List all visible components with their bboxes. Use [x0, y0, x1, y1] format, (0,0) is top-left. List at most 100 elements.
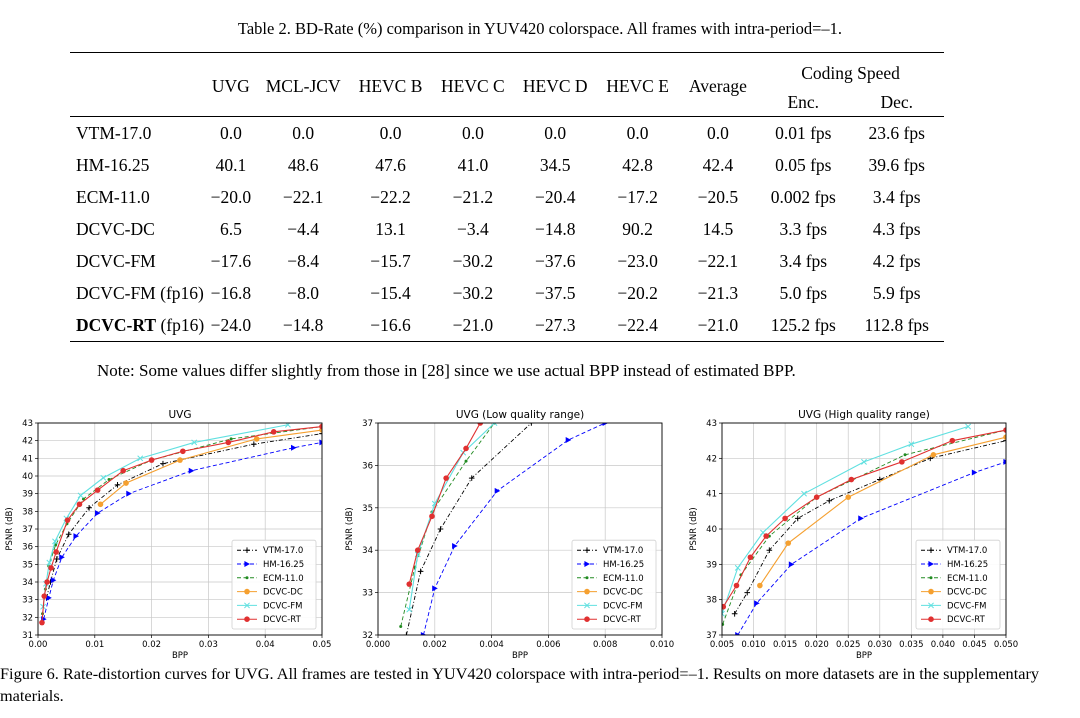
method-name: HM-16.25	[76, 154, 150, 175]
series-line-dcvc-rt	[408, 423, 481, 585]
series-layer	[39, 423, 322, 626]
cell-uvg: −24.0	[204, 309, 257, 342]
cell-hevc-c: −30.2	[452, 282, 494, 303]
cell-enc: 3.4 fps	[779, 250, 828, 271]
cell-hevc-d: −37.6	[534, 250, 576, 271]
data-point	[46, 594, 52, 601]
cell-hevc-b: −22.2	[370, 186, 411, 207]
data-point	[908, 441, 915, 448]
data-point	[319, 423, 322, 430]
legend-marker	[245, 576, 249, 580]
rd-chart-uvg: UVG 0.00 0.01 0.02 0.03 0.04 0.05 31 32 33 34 35 36 3…	[5, 409, 331, 661]
x-tick-label: 0.03	[199, 640, 218, 650]
y-tick-label: 34	[362, 546, 373, 556]
x-tick-label: 0.008	[593, 640, 617, 650]
y-tick-label: 43	[22, 419, 33, 429]
data-point	[46, 559, 53, 566]
cell-enc: 0.01 fps	[757, 116, 850, 149]
cell-hevc-c: −21.2	[452, 186, 494, 207]
legend-label: DCVC-DC	[603, 588, 643, 598]
x-axis-label: BPP	[512, 651, 528, 661]
legend-marker	[584, 588, 590, 595]
data-point	[251, 441, 257, 447]
data-point	[160, 460, 166, 467]
table-row: DCVC-RT (fp16) −24.0 −14.8 −16.6 −21.0 −27.3−…	[70, 309, 944, 342]
cell-hevc-d: 34.5	[539, 154, 571, 175]
chart-title: UVG	[168, 409, 191, 421]
data-point	[899, 459, 905, 465]
method-cell: ECM-11.0	[70, 181, 205, 213]
data-point	[229, 437, 233, 441]
cell-mcl-jcv: 0.0	[256, 116, 350, 149]
cell-hevc-c: −30.2	[452, 250, 494, 271]
plot-frame	[377, 422, 663, 636]
plot-frame	[721, 422, 1007, 636]
data-point	[722, 610, 725, 617]
method-cell: VTM-17.0	[70, 116, 205, 149]
chart-title: UVG (Low quality range)	[456, 409, 584, 421]
data-point	[848, 476, 855, 483]
legend-marker	[928, 616, 934, 622]
series-line-hm-16.25	[43, 441, 322, 620]
legend-label: ECM-11.0	[947, 574, 988, 584]
series-line-hm-16.25	[423, 423, 606, 635]
data-point	[95, 510, 101, 517]
method-cell: HM-16.25	[70, 149, 205, 181]
data-point	[782, 515, 788, 522]
data-point	[565, 436, 572, 443]
x-tick-label: 0.035	[899, 640, 923, 650]
cell-uvg: 0.0	[204, 116, 257, 149]
cell-hevc-d: −27.3	[514, 309, 597, 342]
method-name: DCVC-RT	[76, 314, 157, 335]
cell-hevc-c: −21.0	[431, 309, 515, 342]
legend-label: HM-16.25	[603, 560, 644, 570]
x-tick-label: 0.004	[479, 640, 503, 650]
cell-hevc-c: 41.0	[457, 154, 489, 175]
legend-box	[915, 539, 1001, 630]
y-tick-label: 40	[22, 472, 33, 482]
cell-hevc-b: 13.1	[375, 218, 406, 239]
data-point	[50, 577, 57, 584]
method-cell: DCVC-FM	[70, 245, 205, 277]
data-point	[443, 475, 449, 481]
y-tick-label: 42	[22, 437, 33, 447]
legend-label: DCVC-FM	[947, 601, 987, 611]
method-name: VTM-17.0	[76, 122, 152, 143]
data-point	[861, 458, 867, 465]
cell-dec: 4.3 fps	[872, 218, 921, 239]
legend-marker	[244, 561, 250, 567]
method-name: ECM-11.0	[76, 186, 150, 207]
col-header-uvg: UVG	[204, 52, 257, 117]
cell-average: 0.0	[678, 116, 758, 149]
x-tick-label: 0.040	[931, 640, 955, 650]
data-point	[403, 632, 410, 635]
series-line-dcvc-rt	[722, 429, 1006, 608]
x-tick-label: 0.04	[256, 640, 275, 650]
method-name: DCVC-DC	[76, 218, 155, 239]
data-point	[188, 467, 195, 474]
data-point	[53, 549, 59, 555]
table-row: DCVC-FM (fp16) −16.8 −8.0 −15.4 −30.2 −37.5 −2…	[70, 277, 944, 309]
data-point	[120, 467, 126, 474]
series-line-ecm-11.0	[722, 429, 1006, 625]
y-tick-label: 33	[362, 589, 373, 599]
legend-label: DCVC-FM	[263, 601, 303, 611]
legend-marker	[584, 547, 590, 553]
y-tick-label: 37	[706, 631, 717, 641]
cell-mcl-jcv: −4.4	[287, 218, 320, 239]
legend-label: DCVC-DC	[263, 588, 303, 598]
cell-enc: 0.002 fps	[770, 186, 836, 207]
method-name: DCVC-FM (fp16)	[76, 282, 204, 303]
legend-label: DCVC-RT	[603, 615, 642, 625]
cell-hevc-e: −17.2	[617, 186, 658, 207]
cell-mcl-jcv: −8.4	[287, 250, 320, 271]
data-point	[949, 437, 956, 444]
data-point	[253, 436, 260, 442]
y-tick-label: 36	[362, 461, 373, 471]
method-cell: DCVC-FM (fp16)	[70, 277, 205, 309]
data-point	[1003, 458, 1006, 465]
data-point	[734, 564, 741, 571]
data-point	[429, 513, 435, 520]
y-tick-label: 41	[22, 454, 33, 464]
data-point	[845, 494, 852, 500]
